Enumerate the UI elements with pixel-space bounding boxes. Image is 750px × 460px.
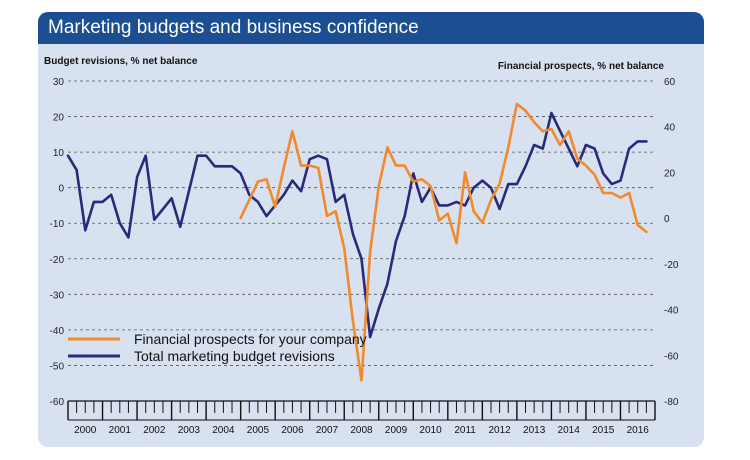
left-tick-label: -60 xyxy=(50,397,65,408)
x-tick-label: 2015 xyxy=(592,425,615,436)
left-axis-ticks: 30 20 10 0 -10 -20 -30 -40 -50 -60 xyxy=(50,77,65,408)
legend-label-financial-prospects: Financial prospects for your company xyxy=(134,331,367,347)
x-tick-label: 2000 xyxy=(74,425,97,436)
left-tick-label: -40 xyxy=(50,326,65,337)
left-axis-label: Budget revisions, % net balance xyxy=(44,56,198,67)
left-tick-label: 20 xyxy=(53,113,65,124)
legend-label-budget-revisions: Total marketing budget revisions xyxy=(134,348,335,364)
x-tick-label: 2009 xyxy=(385,425,408,436)
right-axis-label: Financial prospects, % net balance xyxy=(498,61,665,72)
series-lines xyxy=(66,102,648,382)
left-tick-label: -20 xyxy=(50,255,65,266)
x-tick-label: 2010 xyxy=(419,425,442,436)
right-tick-label: 60 xyxy=(664,77,676,88)
x-tick-label: 2008 xyxy=(350,425,373,436)
x-axis: 2000 2001 2002 2003 2004 2005 2006 2007 2008 2009… xyxy=(67,400,656,436)
x-tick-label: 2012 xyxy=(488,425,511,436)
right-tick-label: -40 xyxy=(664,306,679,317)
title-bar: Marketing budgets and business confidenc… xyxy=(38,12,704,44)
x-tick-label: 2014 xyxy=(558,425,581,436)
line-chart: Budget revisions, % net balance Financia… xyxy=(44,56,679,436)
left-tick-label: -30 xyxy=(50,290,65,301)
x-tick-label: 2001 xyxy=(109,425,132,436)
left-tick-label: -10 xyxy=(50,219,65,230)
right-tick-label: -80 xyxy=(664,397,679,408)
x-tick-label: 2003 xyxy=(178,425,201,436)
chart-panel: Marketing budgets and business confidenc… xyxy=(38,12,704,447)
x-tick-label: 2016 xyxy=(627,425,650,436)
chart-title: Marketing budgets and business confidenc… xyxy=(48,17,419,38)
series-line-financial-prospects xyxy=(239,102,648,382)
right-tick-label: 0 xyxy=(664,214,670,225)
x-tick-label: 2013 xyxy=(523,425,546,436)
x-tick-label: 2005 xyxy=(247,425,270,436)
x-tick-label: 2007 xyxy=(316,425,339,436)
x-tick-label: 2004 xyxy=(212,425,235,436)
x-tick-label: 2002 xyxy=(143,425,166,436)
series-line-budget-revisions xyxy=(66,111,648,339)
right-tick-label: -20 xyxy=(664,260,679,271)
right-tick-label: 40 xyxy=(664,123,676,134)
right-tick-label: -60 xyxy=(664,351,679,362)
left-tick-label: 0 xyxy=(58,184,64,195)
left-tick-label: 30 xyxy=(53,77,65,88)
legend: Financial prospects for your company Tot… xyxy=(68,331,367,364)
x-tick-label: 2011 xyxy=(454,425,476,436)
right-axis-ticks: 60 40 20 0 -20 -40 -60 -80 xyxy=(664,77,679,408)
right-tick-label: 20 xyxy=(664,168,676,179)
x-tick-label: 2006 xyxy=(281,425,304,436)
left-tick-label: -50 xyxy=(50,361,65,372)
left-tick-label: 10 xyxy=(53,148,65,159)
